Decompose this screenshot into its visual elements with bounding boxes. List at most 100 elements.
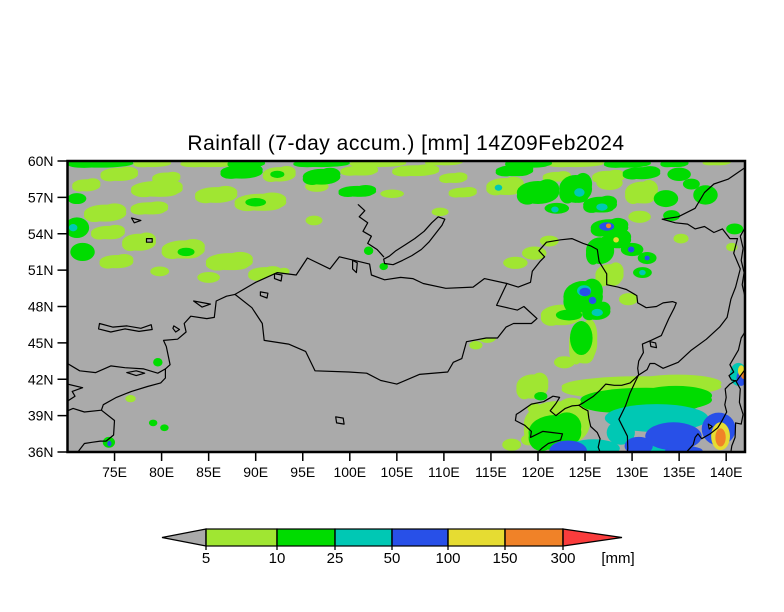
rain-patch [494, 184, 503, 191]
rain-patch [195, 191, 217, 204]
rain-patch [588, 296, 597, 305]
rain-patch [469, 341, 483, 350]
lake-or-border-outline [383, 216, 446, 266]
rain-patch [214, 185, 238, 199]
lake-or-border-outline [130, 217, 142, 224]
rain-patch [245, 197, 267, 207]
lat-tick-label: 51N [28, 262, 54, 278]
rain-patch [618, 293, 638, 306]
lat-tick-label: 57N [28, 189, 54, 205]
rain-patch [107, 440, 112, 447]
rain-patch [634, 192, 655, 204]
coastline-border [162, 293, 236, 370]
rain-patch [665, 445, 703, 452]
rain-patch [528, 424, 555, 452]
lake-or-border-outline [335, 416, 345, 425]
rain-patch [293, 161, 322, 168]
lon-tick-label: 135E [663, 464, 696, 480]
lat-tick-label: 54N [28, 226, 54, 242]
rain-patch [693, 185, 718, 205]
lat-tick-label: 42N [28, 371, 54, 387]
rain-patch [667, 167, 691, 182]
lat-tick-label: 48N [28, 299, 54, 315]
rain-patch [516, 187, 538, 205]
rain-patch [219, 261, 249, 271]
colorbar-left-arrow [161, 528, 207, 547]
lat-tick-label: 36N [28, 444, 54, 460]
rain-patch [72, 182, 87, 192]
lon-tick-label: 140E [710, 464, 743, 480]
coastline-border [578, 404, 601, 452]
rain-patch [177, 247, 195, 257]
rain-patch [581, 278, 603, 304]
rain-patch [682, 178, 700, 190]
coastline-border [686, 379, 744, 452]
colorbar-tick-label: 100 [435, 550, 460, 567]
rain-patch [153, 358, 163, 367]
rain-patch [663, 210, 681, 222]
rain-patch [70, 242, 95, 262]
longitude-axis: 75E 80E 85E 90E 95E 100E 105E 110E 115E 120E 125E 1… [102, 452, 743, 480]
colorbar-tick-label: 25 [327, 550, 344, 567]
lake-or-border-outline [273, 273, 283, 282]
lon-tick-label: 75E [102, 464, 127, 480]
rain-patch [67, 193, 87, 205]
rain-patch [150, 266, 170, 277]
rain-patch [605, 223, 612, 229]
colorbar-legend: 5 10 25 50 100 150 300 [161, 528, 623, 567]
rain-patch [551, 206, 559, 213]
colorbar-segment [334, 528, 393, 547]
rain-patch [220, 168, 242, 179]
rain-patch [497, 186, 521, 195]
rain-patch [84, 178, 101, 188]
rain-patch [319, 167, 341, 181]
colorbar-tick-label: 300 [550, 550, 575, 567]
coastline-border [739, 227, 745, 298]
rain-patch [379, 262, 388, 271]
coastline-border [78, 409, 116, 452]
lake-or-border-outline [145, 238, 153, 243]
lon-tick-label: 105E [380, 464, 413, 480]
rain-patch [448, 190, 463, 198]
rain-patch [711, 162, 729, 166]
rain-patch [392, 168, 416, 177]
rain-patch [67, 217, 90, 238]
rain-patch [603, 274, 621, 286]
lon-tick-label: 110E [428, 464, 460, 480]
page-title: Rainfall (7-day accum.) [mm] 14Z09Feb202… [187, 132, 624, 155]
colorbar-tick-label: 5 [202, 550, 210, 567]
coastline-border [67, 383, 84, 402]
rain-patch [549, 440, 587, 452]
lake-or-border-outline [172, 325, 181, 333]
rain-patch [639, 166, 661, 176]
lon-tick-label: 80E [149, 464, 174, 480]
colorbar-segment [205, 528, 278, 547]
lake-or-border-outline [234, 256, 538, 385]
rain-patch [117, 166, 139, 178]
lon-tick-label: 95E [290, 464, 315, 480]
rain-patch [639, 269, 646, 276]
lake-or-border-outline [193, 300, 212, 308]
coastline-border [578, 374, 640, 406]
rain-patch [628, 210, 651, 223]
rain-patch [726, 223, 744, 235]
rain-patch [574, 188, 585, 197]
rain-patch [534, 391, 548, 401]
coastline-border [67, 362, 166, 413]
coastline-border [728, 331, 745, 382]
rain-patch [673, 233, 689, 244]
rain-patch [579, 287, 591, 297]
rain-patch [555, 309, 583, 321]
rain-patch [627, 246, 635, 253]
lat-tick-label: 39N [28, 408, 54, 424]
rain-patch [613, 237, 619, 243]
rain-patch [68, 224, 78, 232]
rain-patch [101, 232, 122, 240]
rain-patch [100, 171, 120, 182]
rain-patch [715, 428, 726, 447]
rain-patch [99, 258, 117, 269]
rain-patch [535, 179, 560, 198]
rain-patch [305, 215, 323, 226]
rain-patch [436, 162, 459, 166]
